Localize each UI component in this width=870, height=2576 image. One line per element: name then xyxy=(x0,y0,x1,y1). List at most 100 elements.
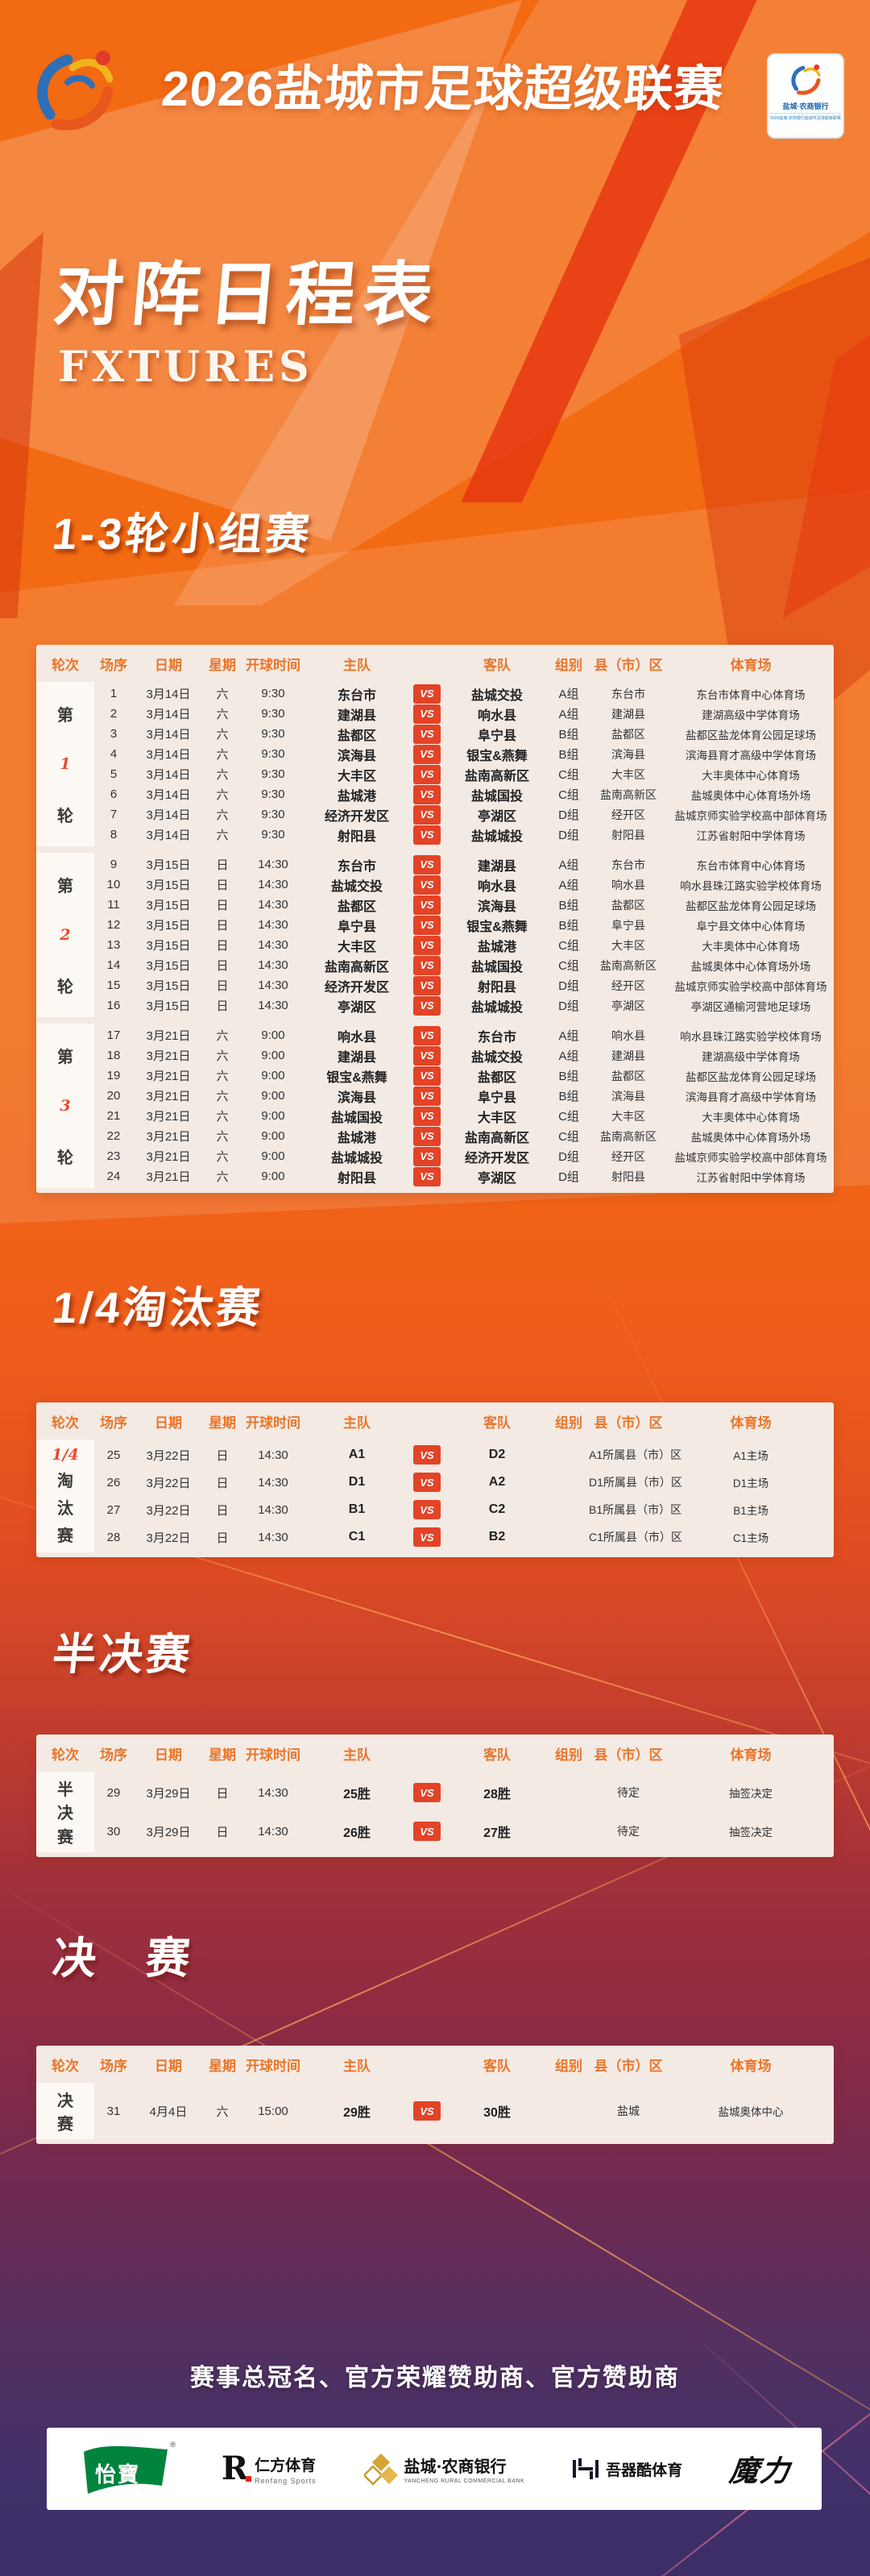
col-district: 县（市）区 xyxy=(594,1747,663,1763)
cell-away-team: 阜宁县 xyxy=(477,1091,516,1105)
vs-badge: VS xyxy=(413,1166,441,1186)
cell-weekday: 六 xyxy=(216,1029,229,1043)
table-row: 26 3月22日 日 14:30 D1 VS A2 D1所属县（市）区 D1主场 xyxy=(94,1469,834,1496)
cell-away-team: 盐城交投 xyxy=(470,1050,523,1065)
col-away: 客队 xyxy=(483,1747,511,1763)
round-3-group: 第 3 轮 17 3月21日 六 9:00 响水县 VS 东台市 A组 响水县 … xyxy=(36,1024,834,1188)
cell-match-no: 24 xyxy=(106,1170,121,1183)
vs-cell: VS xyxy=(408,895,445,915)
cell-district: 盐都区 xyxy=(611,727,645,741)
col-round: 轮次 xyxy=(52,2058,79,2074)
table-row: 18 3月21日 六 9:00 建湖县 VS 盐城交投 A组 建湖县 建湖高级中… xyxy=(94,1045,834,1066)
cell-weekday: 日 xyxy=(216,1448,229,1463)
col-weekday: 星期 xyxy=(209,1415,236,1431)
section-heading-semifinal: 半决赛 xyxy=(50,1631,196,1679)
cell-date: 3月21日 xyxy=(146,1029,191,1043)
cestbon-flag-icon xyxy=(84,2445,168,2494)
final-table: 轮次 场序 日期 星期 开球时间 主队 客队 组别 县（市）区 体育场 决 赛 … xyxy=(36,2046,834,2144)
cell-home-team: 射阳县 xyxy=(337,1171,376,1186)
cell-kickoff-time: 14:30 xyxy=(258,999,288,1012)
round-label: 半 决 赛 xyxy=(36,1772,94,1852)
cell-date: 3月22日 xyxy=(146,1448,191,1463)
cell-date: 3月29日 xyxy=(146,1825,191,1839)
vs-badge: VS xyxy=(413,825,441,845)
cell-home-team: 盐城交投 xyxy=(330,879,383,894)
cell-weekday: 日 xyxy=(216,979,229,993)
vs-cell: VS xyxy=(408,1445,445,1465)
cell-date: 3月22日 xyxy=(146,1503,191,1518)
cell-away-team: 盐城国投 xyxy=(470,789,523,804)
col-group: 组别 xyxy=(555,657,582,673)
cell-away-team: 大丰区 xyxy=(477,1111,516,1125)
cell-match-no: 1 xyxy=(110,687,118,700)
cell-date: 3月22日 xyxy=(146,1476,191,1490)
cell-home-team: D1 xyxy=(348,1475,366,1489)
cell-home-team: A1 xyxy=(348,1448,366,1461)
vs-badge: VS xyxy=(413,1126,441,1146)
cell-away-team: 阜宁县 xyxy=(477,729,516,743)
vs-badge: VS xyxy=(413,975,441,995)
vs-badge: VS xyxy=(413,1066,441,1086)
vs-cell: VS xyxy=(408,1166,445,1186)
vs-badge: VS xyxy=(413,1106,441,1126)
cell-kickoff-time: 9:30 xyxy=(261,767,285,781)
col-match-no: 场序 xyxy=(100,1747,127,1763)
cell-group: A组 xyxy=(558,688,579,701)
table-row: 2 3月14日 六 9:30 建湖县 VS 响水县 A组 建湖县 建湖高级中学体… xyxy=(94,704,834,724)
cell-stadium: A1主场 xyxy=(733,1450,768,1462)
cell-stadium: 盐城奥体中心体育场外场 xyxy=(690,789,811,802)
table-header: 轮次 场序 日期 星期 开球时间 主队 客队 组别 县（市）区 体育场 xyxy=(36,645,834,682)
table-row: 28 3月22日 日 14:30 C1 VS B2 C1所属县（市）区 C1主场 xyxy=(94,1523,834,1551)
col-stadium: 体育场 xyxy=(730,657,772,673)
cell-group: A组 xyxy=(558,708,579,721)
cell-kickoff-time: 14:30 xyxy=(258,978,288,992)
vs-cell: VS xyxy=(408,1146,445,1166)
cell-stadium: 大丰奥体中心体育场 xyxy=(702,1111,800,1124)
cell-match-no: 11 xyxy=(107,898,120,912)
cell-group: B组 xyxy=(558,899,579,912)
vs-cell: VS xyxy=(408,825,445,845)
cell-home-team: 盐城港 xyxy=(337,1131,376,1145)
cell-date: 3月14日 xyxy=(146,708,191,721)
vs-cell: VS xyxy=(408,1025,445,1045)
table-header: 轮次 场序 日期 星期 开球时间 主队 客队 组别 县（市）区 体育场 xyxy=(36,2046,834,2083)
vs-badge: VS xyxy=(413,1045,441,1066)
round-2-group: 第 2 轮 9 3月15日 日 14:30 东台市 VS 建湖县 A组 东台市 … xyxy=(36,853,834,1017)
round-label: 1/4 淘 汰 赛 xyxy=(36,1440,94,1552)
cell-stadium: 盐城京师实验学校高中部体育场 xyxy=(674,809,827,822)
cell-group: C组 xyxy=(558,959,579,973)
cell-kickoff-time: 14:30 xyxy=(258,938,288,952)
cell-kickoff-time: 9:00 xyxy=(261,1028,285,1042)
cell-weekday: 日 xyxy=(216,879,229,892)
table-row: 24 3月21日 六 9:00 射阳县 VS 亭湖区 D组 射阳县 江苏省射阳中… xyxy=(94,1166,834,1186)
cell-group: D组 xyxy=(558,829,579,842)
cell-group: B组 xyxy=(558,748,579,762)
bank-name: 盐城·农商银行 xyxy=(404,2457,507,2476)
cell-district: 建湖县 xyxy=(611,707,645,721)
cell-match-no: 13 xyxy=(106,938,121,952)
cell-date: 3月21日 xyxy=(146,1110,191,1124)
cell-district: 盐都区 xyxy=(611,1069,645,1082)
cell-kickoff-time: 9:30 xyxy=(261,707,285,721)
registered-mark: ® xyxy=(170,2441,176,2449)
cell-kickoff-time: 14:30 xyxy=(258,1530,288,1544)
cell-group: B组 xyxy=(558,1090,579,1103)
quarterfinal-table: 轮次 场序 日期 星期 开球时间 主队 客队 组别 县（市）区 体育场 1/4 … xyxy=(36,1402,834,1557)
section-heading-quarterfinal: 1/4淘汰赛 xyxy=(50,1284,266,1332)
vs-badge: VS xyxy=(413,704,441,724)
vs-badge: VS xyxy=(413,744,441,764)
cell-district: 大丰区 xyxy=(611,938,645,952)
vs-cell: VS xyxy=(408,1086,445,1106)
round-2-rows: 9 3月15日 日 14:30 东台市 VS 建湖县 A组 东台市 东台市体育中… xyxy=(94,853,834,1017)
cell-match-no: 31 xyxy=(106,2104,121,2118)
col-group: 组别 xyxy=(555,1415,582,1431)
cell-date: 3月15日 xyxy=(146,919,191,933)
col-round: 轮次 xyxy=(52,1415,79,1431)
cell-stadium: 江苏省射阳中学体育场 xyxy=(696,829,806,842)
vs-badge: VS xyxy=(413,764,441,784)
round-3-rows: 17 3月21日 六 9:00 响水县 VS 东台市 A组 响水县 响水县珠江路… xyxy=(94,1024,834,1188)
table-row: 23 3月21日 六 9:00 盐城城投 VS 经济开发区 D组 经开区 盐城京… xyxy=(94,1146,834,1166)
cell-group: A组 xyxy=(558,879,579,892)
hero-title: 对阵日程表 xyxy=(51,256,445,334)
cell-stadium: 盐城奥体中心体育场外场 xyxy=(690,960,811,973)
